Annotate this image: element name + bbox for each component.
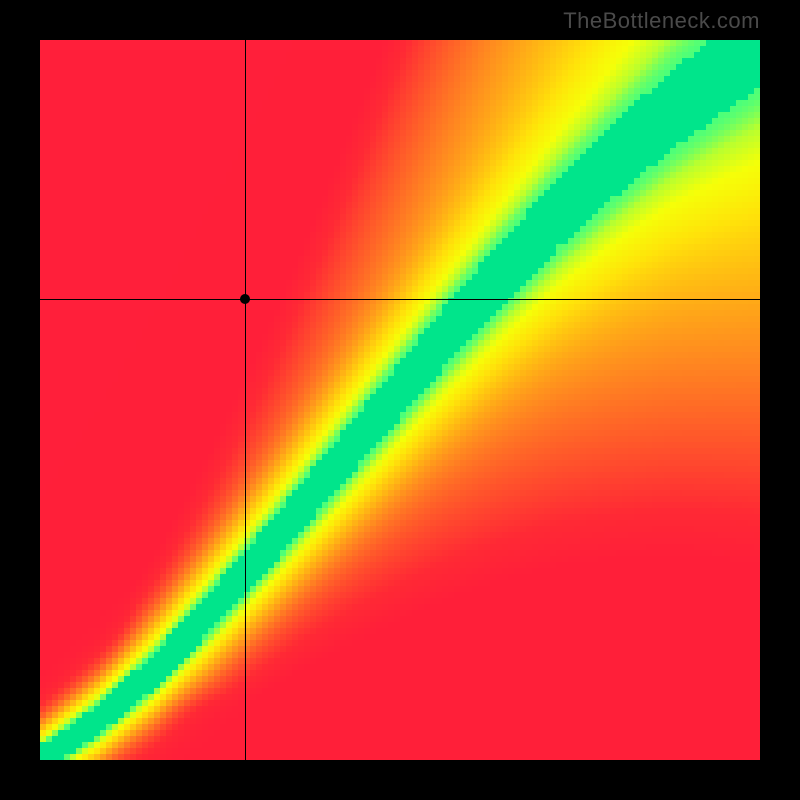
crosshair-marker [240, 294, 250, 304]
crosshair-vertical [245, 40, 246, 760]
watermark-text: TheBottleneck.com [563, 8, 760, 34]
crosshair-horizontal [40, 299, 760, 300]
heatmap-canvas [40, 40, 760, 760]
heatmap-plot [40, 40, 760, 760]
